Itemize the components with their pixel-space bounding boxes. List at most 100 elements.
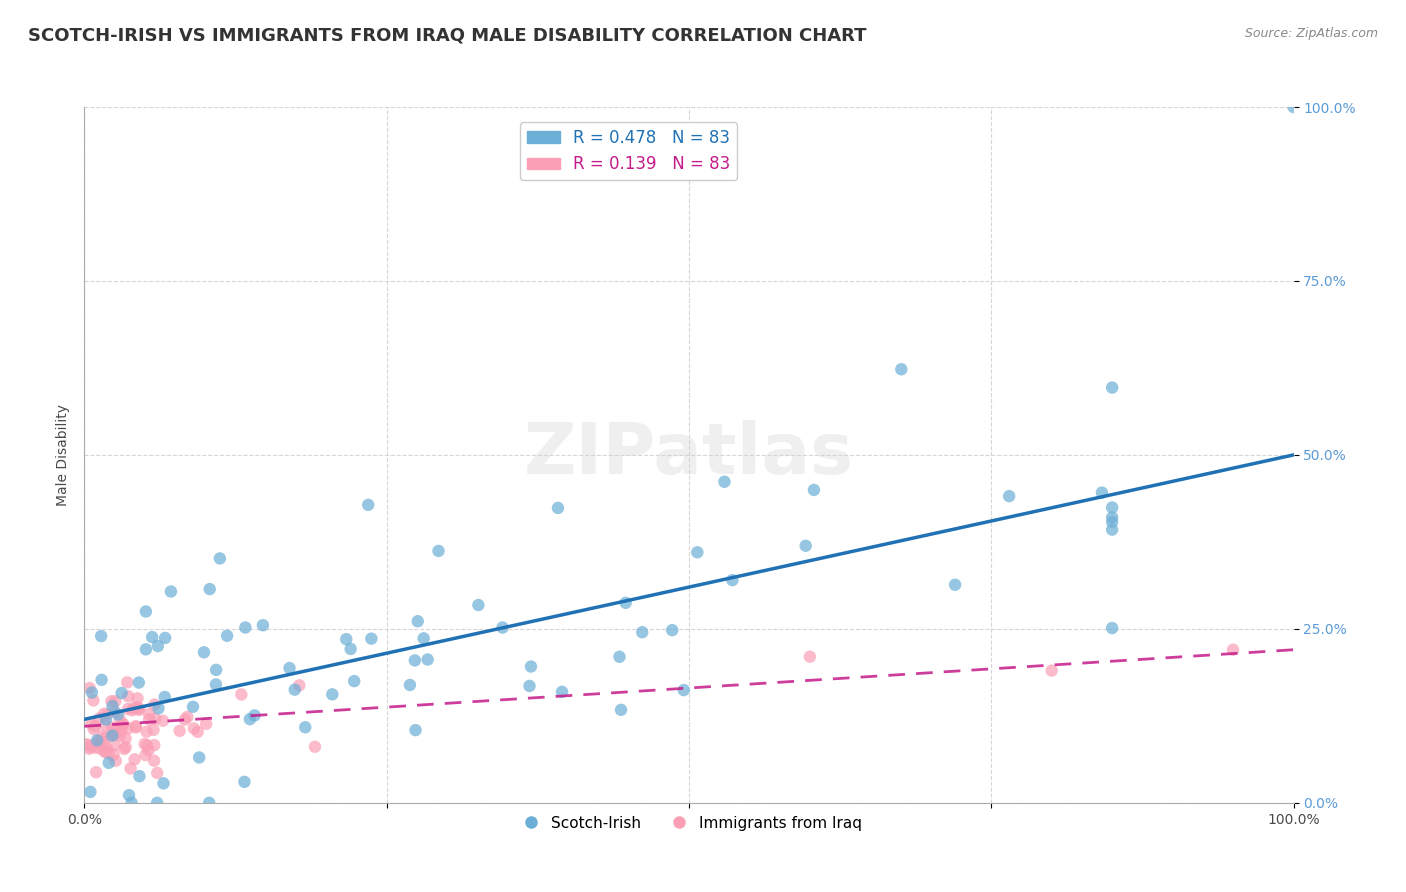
Point [125, 721, 148, 735]
Point [343, 674, 366, 689]
Point [112, 742, 135, 756]
Point [112, 717, 135, 731]
Point [97, 756, 120, 770]
Point [243, 708, 266, 723]
Point [1101, 510, 1123, 524]
Point [87, 735, 110, 749]
Point [108, 713, 131, 727]
Point [198, 796, 221, 810]
Text: Source: ZipAtlas.com: Source: ZipAtlas.com [1244, 27, 1378, 40]
Point [205, 663, 228, 677]
Point [520, 659, 543, 673]
Point [103, 723, 125, 737]
Point [169, 723, 191, 738]
Point [84, 765, 107, 780]
Point [405, 723, 427, 738]
Point [94, 731, 117, 745]
Point [713, 475, 735, 489]
Point [153, 690, 176, 704]
Point [135, 642, 157, 657]
Point [491, 620, 513, 634]
Point [1040, 664, 1063, 678]
Point [91, 729, 114, 743]
Point [1222, 642, 1244, 657]
Point [76, 738, 98, 752]
Point [152, 714, 174, 728]
Point [120, 762, 142, 776]
Point [551, 685, 574, 699]
Point [80, 739, 103, 754]
Point [91, 735, 114, 749]
Point [75, 738, 97, 752]
Y-axis label: Male Disability: Male Disability [56, 404, 70, 506]
Point [288, 678, 311, 692]
Point [107, 707, 129, 722]
Point [117, 690, 139, 704]
Point [94, 718, 117, 732]
Point [661, 623, 683, 637]
Point [239, 712, 262, 726]
Point [110, 729, 132, 743]
Point [145, 712, 167, 726]
Point [146, 766, 169, 780]
Point [721, 573, 744, 587]
Point [1101, 523, 1123, 537]
Point [195, 716, 218, 731]
Point [122, 701, 145, 715]
Point [188, 750, 211, 764]
Point [360, 632, 382, 646]
Point [610, 703, 633, 717]
Point [115, 675, 138, 690]
Point [125, 719, 148, 733]
Point [416, 652, 439, 666]
Point [79, 681, 101, 695]
Point [1101, 515, 1123, 529]
Point [124, 752, 146, 766]
Point [284, 682, 307, 697]
Point [294, 720, 316, 734]
Point [80, 685, 103, 699]
Point [90, 673, 112, 687]
Point [198, 582, 221, 596]
Point [90, 629, 112, 643]
Point [217, 629, 239, 643]
Point [803, 483, 825, 497]
Point [141, 630, 163, 644]
Point [128, 675, 150, 690]
Point [794, 539, 817, 553]
Point [208, 551, 231, 566]
Point [181, 699, 204, 714]
Point [103, 747, 125, 762]
Point [404, 653, 426, 667]
Point [399, 678, 422, 692]
Point [1091, 485, 1114, 500]
Point [134, 748, 156, 763]
Point [89, 711, 111, 725]
Point [104, 727, 127, 741]
Point [82, 693, 104, 707]
Point [1282, 100, 1305, 114]
Point [121, 703, 143, 717]
Point [943, 578, 966, 592]
Point [160, 584, 183, 599]
Point [114, 731, 136, 746]
Point [104, 694, 127, 708]
Point [111, 718, 134, 732]
Point [614, 596, 637, 610]
Point [799, 649, 821, 664]
Point [233, 775, 256, 789]
Point [146, 796, 169, 810]
Point [672, 683, 695, 698]
Point [631, 625, 654, 640]
Point [278, 661, 301, 675]
Point [153, 631, 176, 645]
Point [83, 719, 105, 733]
Point [146, 639, 169, 653]
Point [110, 723, 132, 738]
Point [104, 705, 127, 719]
Point [187, 724, 209, 739]
Point [100, 694, 122, 708]
Point [205, 677, 228, 691]
Point [86, 733, 108, 747]
Point [138, 712, 160, 726]
